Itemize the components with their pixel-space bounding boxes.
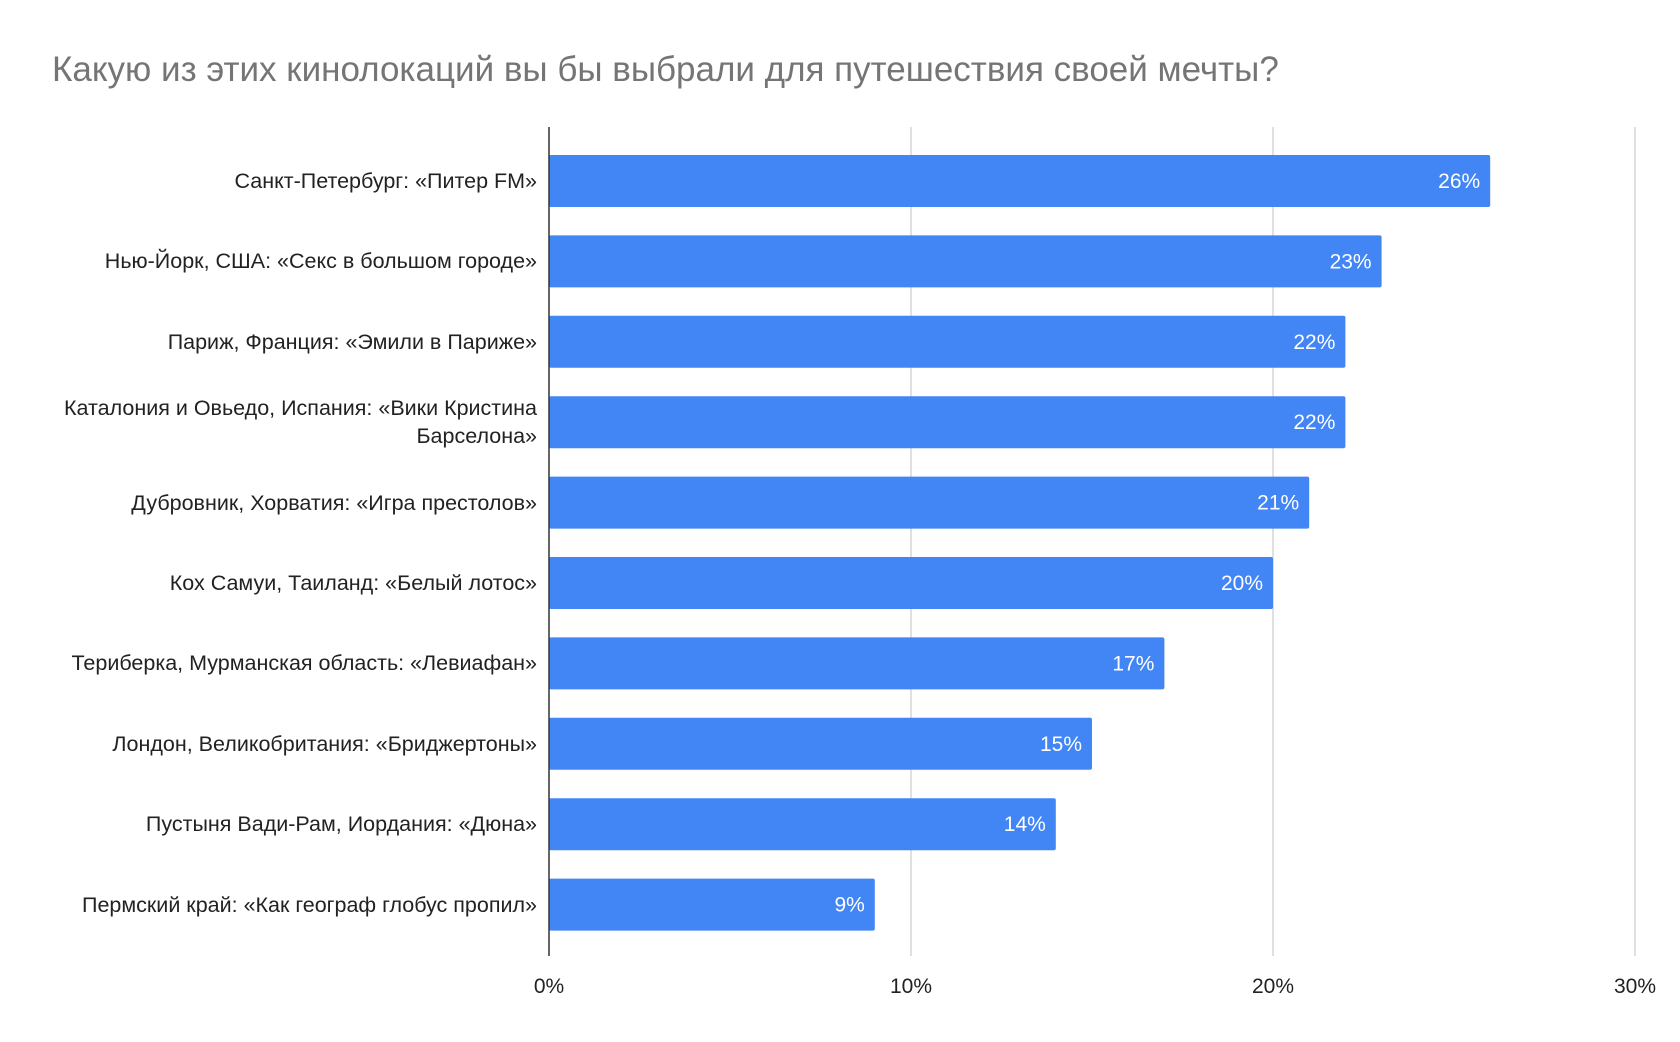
category-label: Каталония и Овьедо, Испания: «Вики Крист… [64, 396, 537, 449]
data-label: 17% [1112, 652, 1154, 675]
category-label: Пустыня Вади-Рам, Иордания: «Дюна» [145, 812, 537, 837]
category-label: Париж, Франция: «Эмили в Париже» [167, 329, 537, 354]
bar [549, 878, 875, 931]
category-label: Санкт-Петербург: «Питер FM» [234, 169, 537, 193]
bar [549, 637, 1165, 690]
category-label: Кох Самуи, Таиланд: «Белый лотос» [169, 571, 537, 595]
bar [549, 557, 1273, 609]
category-label: Нью-Йорк, США: «Секс в большом городе» [104, 249, 537, 274]
x-tick-label: 10% [890, 975, 932, 998]
bar [549, 717, 1092, 770]
category-label: Дубровник, Хорватия: «Игра престолов» [131, 490, 537, 515]
data-label: 22% [1293, 411, 1335, 434]
data-label: 22% [1293, 331, 1335, 354]
data-label: 21% [1257, 492, 1299, 515]
category-label: Териберка, Мурманская область: «Левиафан… [71, 651, 538, 676]
chart-title: Какую из этих кинолокаций вы бы выбрали … [52, 50, 1279, 89]
x-tick-label: 0% [534, 975, 564, 998]
data-label: 20% [1221, 572, 1263, 595]
bar [549, 315, 1346, 368]
bar [549, 476, 1310, 529]
bar [549, 798, 1056, 851]
data-label: 9% [834, 894, 864, 917]
category-label: Пермский край: «Как географ глобус пропи… [82, 892, 537, 917]
x-tick-label: 20% [1252, 975, 1294, 998]
data-label: 14% [1004, 813, 1046, 836]
bar [549, 155, 1491, 207]
category-label: Лондон, Великобритания: «Бриджертоны» [112, 731, 537, 756]
x-tick-label: 30% [1614, 975, 1656, 998]
data-label: 23% [1330, 250, 1372, 273]
data-label: 26% [1438, 170, 1480, 193]
bar [549, 396, 1346, 449]
bar [549, 235, 1382, 288]
data-label: 15% [1040, 733, 1082, 756]
